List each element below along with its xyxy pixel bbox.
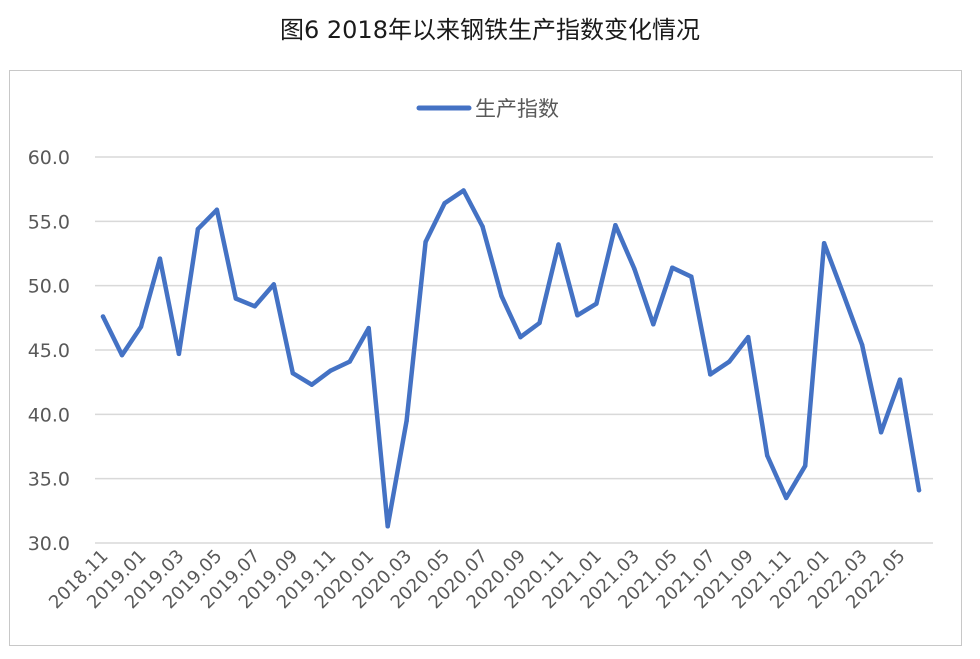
data-point <box>480 224 485 229</box>
data-point <box>157 256 163 261</box>
legend-label: 生产指数 <box>475 97 559 121</box>
data-point <box>746 334 751 340</box>
line-chart: 30.0 35.0 40.0 45.0 50.0 55.0 60.0 2018.112019… <box>28 97 933 613</box>
data-point <box>859 342 865 348</box>
data-point <box>233 296 239 301</box>
y-tick-label: 30.0 <box>28 533 70 555</box>
data-point <box>328 368 333 373</box>
data-point <box>252 304 258 309</box>
data-point <box>423 239 428 245</box>
data-point <box>214 207 220 212</box>
data-point <box>385 524 390 529</box>
data-point <box>916 488 922 493</box>
data-point <box>670 265 675 270</box>
data-point <box>897 377 903 382</box>
series-lines <box>100 188 922 529</box>
data-point <box>290 370 295 376</box>
chart-frame: 30.0 35.0 40.0 45.0 50.0 55.0 60.0 2018.11 2019… <box>9 70 962 646</box>
data-point <box>689 274 694 279</box>
y-tick-label: 60.0 <box>28 147 70 169</box>
y-tick-label: 55.0 <box>28 211 70 233</box>
data-point <box>119 352 125 358</box>
data-point <box>765 453 770 458</box>
data-point <box>537 320 542 326</box>
data-point <box>840 291 846 296</box>
y-axis-tick-labels: 30.0 35.0 40.0 45.0 50.0 55.0 60.0 <box>28 147 70 555</box>
y-tick-label: 50.0 <box>28 276 70 298</box>
data-point <box>878 430 884 435</box>
data-point <box>195 226 201 232</box>
data-point <box>556 242 561 247</box>
data-point <box>138 324 144 330</box>
grid-lines <box>95 156 933 544</box>
data-point <box>461 188 466 193</box>
x-axis-tick-labels: 2018.112019.012019.032019.052019.072019.… <box>45 546 910 613</box>
data-point <box>347 359 352 364</box>
data-point <box>366 325 371 331</box>
data-point <box>708 372 713 377</box>
data-point <box>442 201 447 206</box>
data-point <box>613 222 618 228</box>
data-point <box>594 301 599 306</box>
y-tick-label: 35.0 <box>28 469 70 491</box>
data-point <box>518 334 523 340</box>
data-point <box>176 351 182 357</box>
data-point <box>404 418 409 423</box>
data-point <box>632 266 637 272</box>
data-point <box>802 463 808 468</box>
data-point <box>271 282 276 287</box>
data-point <box>727 359 732 364</box>
data-point <box>575 313 580 318</box>
figure-title: 图6 2018年以来钢铁生产指数变化情况 <box>280 16 700 44</box>
legend: 生产指数 <box>416 97 559 121</box>
data-point <box>100 314 106 319</box>
data-point <box>309 382 314 387</box>
data-point <box>499 293 504 299</box>
data-point <box>651 322 656 327</box>
y-tick-label: 45.0 <box>28 340 70 362</box>
data-point <box>821 241 827 246</box>
data-point <box>783 495 789 501</box>
series-line <box>100 188 922 529</box>
y-tick-label: 40.0 <box>28 404 70 426</box>
